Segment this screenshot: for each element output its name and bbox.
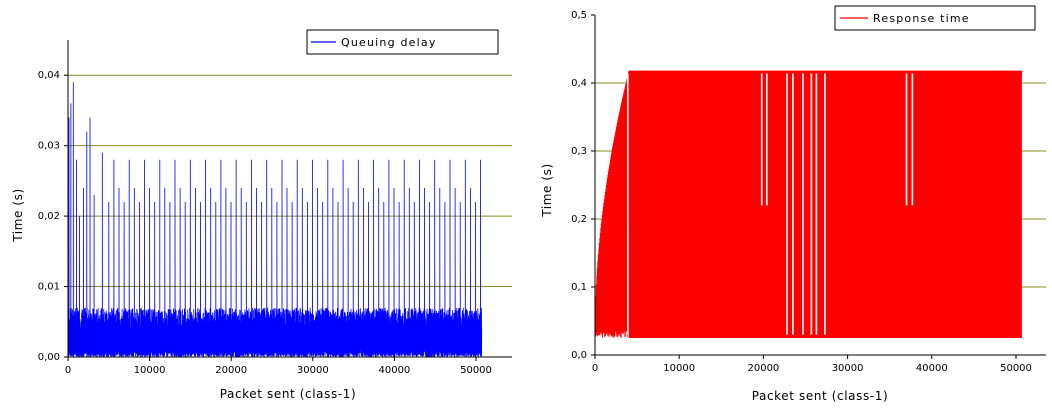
right-xtick-label: 40000	[916, 363, 948, 374]
left-xtick-label: 30000	[297, 365, 329, 376]
queuing-delay-chart: 0,00 0,01 0,02 0,03 0,04 0 10000 20000 30000 400…	[11, 29, 512, 401]
right-ytick-label: 0,4	[571, 78, 587, 89]
left-gridlines	[68, 74, 512, 288]
right-y-axis-label: Time (s)	[540, 163, 554, 218]
right-ytick-label: 0,0	[571, 350, 587, 361]
right-ytick-label: 0,5	[571, 10, 587, 21]
right-series-response-time	[594, 70, 1023, 338]
right-y-ticks: 0,0 0,1 0,2 0,3 0,4 0,5	[571, 10, 595, 361]
response-time-top-edge	[628, 70, 1023, 75]
left-y-axis-label: Time (s)	[11, 188, 25, 243]
right-xtick-label: 30000	[832, 363, 864, 374]
left-xtick-label: 0	[65, 365, 71, 376]
left-x-axis-label: Packet sent (class-1)	[220, 387, 357, 401]
left-legend-box	[306, 29, 499, 55]
response-time-ramp	[594, 72, 630, 338]
left-x-ticks: 0 10000 20000 30000 40000 50000	[65, 357, 492, 376]
left-legend-label: Queuing delay	[341, 36, 437, 49]
left-ytick-label: 0,00	[38, 352, 60, 363]
right-legend: Response time	[834, 5, 1036, 31]
right-xtick-label: 0	[592, 363, 598, 374]
left-legend: Queuing delay	[306, 29, 499, 55]
response-time-chart: 0,0 0,1 0,2 0,3 0,4 0,5 0 10000 20000 30000 40000…	[540, 5, 1046, 403]
left-xtick-label: 20000	[215, 365, 247, 376]
right-xtick-label: 20000	[747, 363, 779, 374]
right-legend-box	[834, 5, 1036, 31]
left-ytick-label: 0,03	[38, 141, 60, 152]
left-y-ticks: 0,00 0,01 0,02 0,03 0,04	[38, 70, 68, 363]
right-xtick-label: 50000	[1000, 363, 1032, 374]
right-x-ticks: 0 10000 20000 30000 40000 50000	[592, 355, 1032, 374]
right-legend-label: Response time	[873, 12, 970, 25]
right-x-axis-label: Packet sent (class-1)	[752, 389, 889, 403]
left-ytick-label: 0,02	[38, 211, 60, 222]
left-ytick-label: 0,04	[38, 70, 60, 81]
right-xtick-label: 10000	[663, 363, 695, 374]
left-xtick-label: 50000	[460, 365, 492, 376]
queuing-delay-line	[67, 82, 483, 358]
left-series-queuing-delay	[67, 82, 483, 358]
right-ytick-label: 0,1	[571, 282, 587, 293]
left-xtick-label: 10000	[134, 365, 166, 376]
left-ytick-label: 0,01	[38, 282, 60, 293]
left-xtick-label: 40000	[378, 365, 410, 376]
right-ytick-label: 0,2	[571, 214, 587, 225]
right-ytick-label: 0,3	[571, 146, 587, 157]
